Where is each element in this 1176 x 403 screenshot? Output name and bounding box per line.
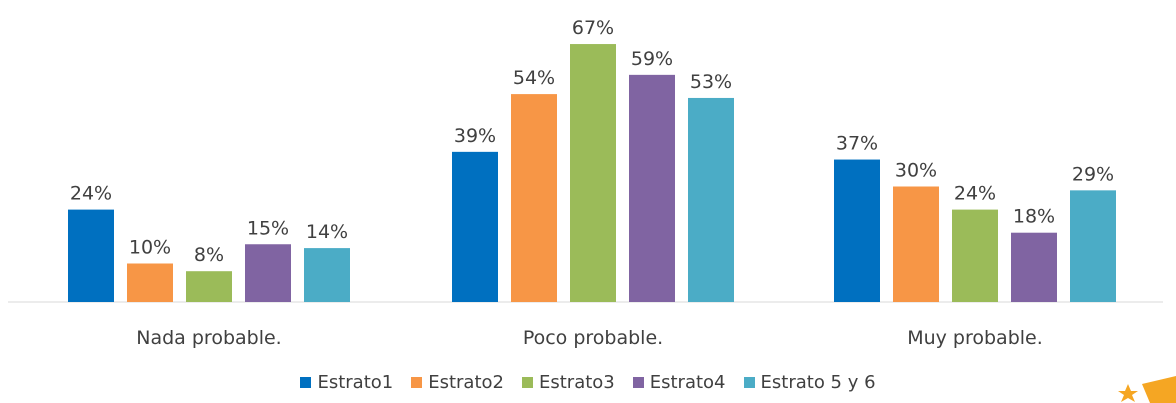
category-label: Muy probable.	[907, 327, 1043, 349]
star-logo-icon	[1118, 376, 1176, 403]
legend-swatch	[411, 377, 423, 388]
bar-3-cat-2	[570, 44, 616, 303]
data-label: 8%	[194, 244, 224, 266]
category-label: Nada probable.	[136, 327, 281, 349]
legend: Estrato1 Estrato2 Estrato3 Estrato4 Estr…	[0, 372, 1176, 393]
data-label: 24%	[954, 183, 996, 205]
bar-4-cat-2	[629, 74, 675, 302]
data-label: 29%	[1072, 163, 1114, 185]
bar-4-cat-1	[245, 244, 291, 302]
legend-label: Estrato4	[649, 372, 726, 393]
data-label: 30%	[895, 160, 937, 182]
data-label: 37%	[836, 133, 878, 155]
legend-label: Estrato 5 y 6	[760, 372, 876, 393]
bar-1-cat-3	[834, 159, 880, 302]
data-label: 67%	[572, 17, 614, 39]
legend-item-estrato2: Estrato2	[411, 372, 504, 393]
bar-3-cat-3	[952, 209, 998, 302]
legend-item-estrato3: Estrato3	[521, 372, 615, 393]
bar-2-cat-2	[511, 94, 557, 302]
bar-5-cat-3	[1070, 190, 1116, 302]
category-labels-group: Nada probable. Poco probable. Muy probable…	[136, 327, 1043, 349]
legend-label: Estrato1	[317, 372, 394, 393]
bar-4-cat-3	[1011, 232, 1057, 302]
data-label: 53%	[690, 71, 732, 93]
bar-5-cat-2	[688, 97, 734, 302]
data-label: 39%	[454, 125, 496, 147]
legend-label: Estrato3	[538, 372, 615, 393]
data-label: 14%	[306, 221, 348, 243]
bar-1-cat-1	[68, 209, 114, 302]
bar-5-cat-1	[304, 248, 350, 302]
bar-3-cat-1	[186, 271, 232, 302]
legend-swatch	[521, 377, 533, 388]
legend-swatch	[632, 377, 644, 388]
legend-swatch	[743, 377, 755, 388]
data-label: 15%	[247, 217, 289, 239]
bars-group	[68, 44, 1116, 303]
category-label: Poco probable.	[523, 327, 663, 349]
legend-swatch	[300, 377, 312, 388]
value-labels-group: 24% 10% 8% 15% 14% 39% 54% 67% 59% 53% 37% 30% 24% 18…	[70, 17, 1114, 266]
data-label: 59%	[631, 48, 673, 70]
data-label: 24%	[70, 183, 112, 205]
bar-2-cat-1	[127, 263, 173, 302]
legend-item-estrato1: Estrato1	[300, 372, 393, 393]
bar-1-cat-2	[452, 151, 498, 302]
data-label: 10%	[129, 237, 171, 259]
bar-2-cat-3	[893, 186, 939, 302]
data-label: 54%	[513, 67, 555, 89]
legend-item-estrato-5-y-6: Estrato 5 y 6	[743, 372, 876, 393]
data-label: 18%	[1013, 206, 1055, 228]
legend-item-estrato4: Estrato4	[632, 372, 726, 393]
legend-label: Estrato2	[428, 372, 504, 393]
